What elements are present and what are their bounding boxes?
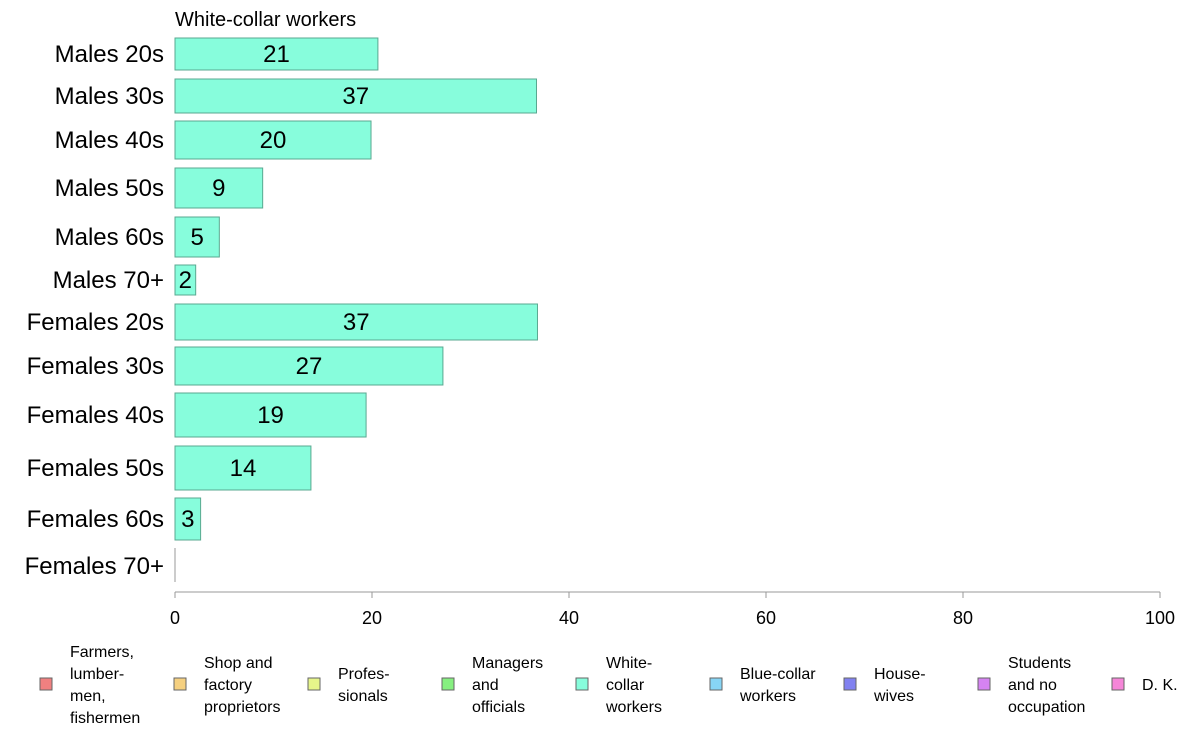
category-label: Males 50s [55, 175, 164, 202]
category-label: Females 60s [27, 506, 164, 533]
data-label: 21 [263, 41, 290, 68]
bar [174, 216, 220, 258]
category-label: Females 30s [27, 353, 164, 380]
legend-swatch [1111, 677, 1125, 691]
category-label: Females 20s [27, 309, 164, 336]
x-tick-label: 40 [559, 608, 579, 628]
data-label: 3 [181, 506, 194, 533]
legend-swatch [709, 677, 723, 691]
legend-swatch [977, 677, 991, 691]
legend-swatch [39, 677, 53, 691]
legend-swatch [441, 677, 455, 691]
data-label: 19 [257, 402, 284, 429]
data-label: 20 [260, 127, 287, 154]
x-tick-label: 60 [756, 608, 776, 628]
x-tick-label: 100 [1145, 608, 1175, 628]
legend: Farmers, lumber-men, fishermen Shop and fact… [39, 644, 1178, 727]
x-tick-label: 20 [362, 608, 382, 628]
bar [174, 346, 444, 386]
category-label: Males 70+ [53, 267, 164, 294]
legend-label: Profes-sionals [338, 666, 390, 705]
legend-label: Blue-collar workers [739, 666, 816, 705]
category-label: Males 20s [55, 41, 164, 68]
category-label: Females 50s [27, 455, 164, 482]
bar [174, 167, 264, 209]
data-label: 2 [179, 267, 192, 294]
legend-swatch [843, 677, 857, 691]
bar [174, 392, 367, 438]
category-label: Females 70+ [25, 553, 164, 580]
bar [174, 445, 312, 491]
bar [174, 264, 197, 296]
bars-group: Males 20s 21 Males 30s 37 Males 40s 20 Males 5… [25, 37, 538, 582]
x-tick-label: 80 [953, 608, 973, 628]
legend-label: D. K. [1142, 677, 1178, 694]
bar [174, 78, 537, 114]
legend-label: House-wives [873, 666, 926, 705]
legend-label: Farmers, lumber-men, fishermen [70, 644, 140, 727]
category-label: Males 60s [55, 224, 164, 251]
bar [174, 120, 372, 160]
chart-title: White-collar workers [175, 9, 356, 31]
legend-swatch [173, 677, 187, 691]
bar [174, 303, 538, 341]
category-label: Females 40s [27, 402, 164, 429]
data-label: 37 [343, 309, 370, 336]
legend-label: Managers and officials [472, 655, 543, 716]
data-label: 5 [190, 224, 203, 251]
legend-swatch [307, 677, 321, 691]
legend-label: Students and no occupation [1008, 655, 1085, 716]
category-label: Males 40s [55, 127, 164, 154]
legend-label: Shop and factory proprietors [204, 655, 280, 716]
x-axis: 0 20 40 60 80 100 [170, 591, 1175, 628]
bar [174, 37, 379, 71]
data-label: 14 [230, 455, 257, 482]
legend-swatch [575, 677, 589, 691]
category-label: Males 30s [55, 83, 164, 110]
x-tick-label: 0 [170, 608, 180, 628]
legend-label: White-collar workers [605, 655, 662, 716]
data-label: 37 [342, 83, 369, 110]
data-label: 9 [212, 175, 225, 202]
bar [174, 497, 202, 541]
data-label: 27 [296, 353, 323, 380]
